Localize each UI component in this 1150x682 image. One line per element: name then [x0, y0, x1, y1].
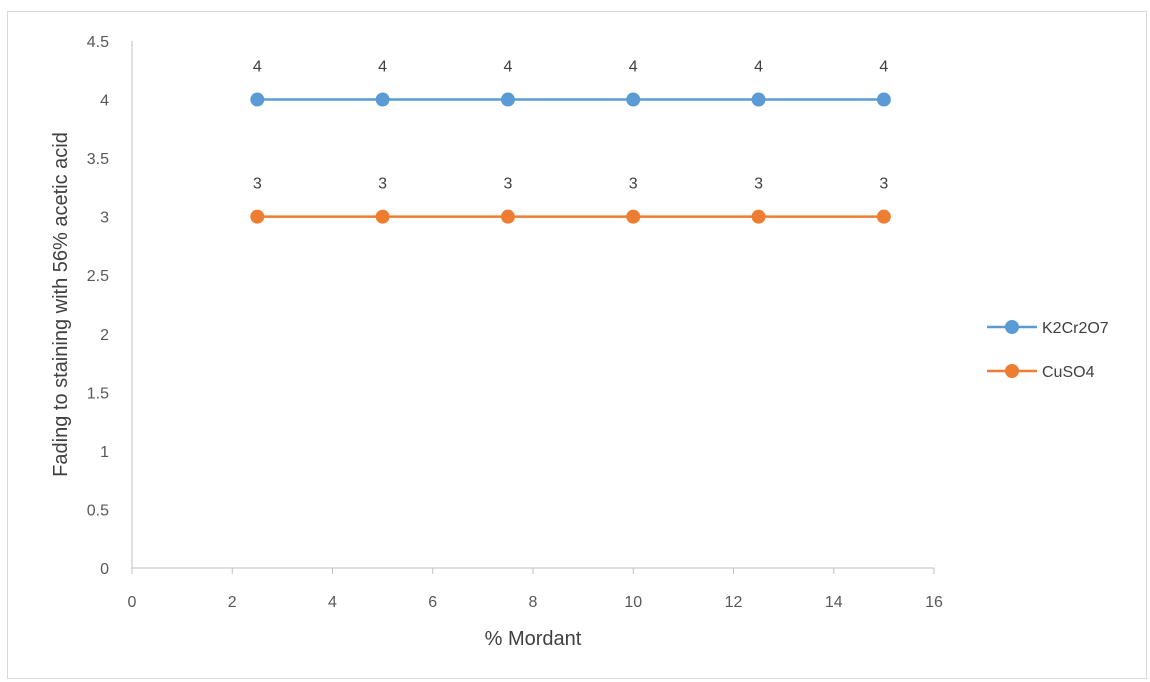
data-point — [751, 92, 766, 107]
data-point — [375, 209, 390, 224]
x-tick-label: 2 — [228, 594, 237, 611]
y-tick-label: 3.5 — [87, 151, 109, 168]
legend-label: CuSO4 — [1042, 364, 1095, 381]
y-tick-label: 4.5 — [87, 34, 109, 51]
x-tick-label: 16 — [925, 594, 943, 611]
y-tick-label: 2 — [100, 327, 109, 344]
legend-swatch-marker — [1005, 364, 1019, 378]
x-tick-label: 0 — [128, 594, 137, 611]
x-axis-ticks: 0 2 4 6 8 10 12 14 16 — [128, 568, 943, 611]
x-axis-title: % Mordant — [485, 628, 582, 650]
data-point — [876, 209, 891, 224]
data-label: 4 — [378, 59, 387, 76]
x-tick-label: 12 — [725, 594, 743, 611]
data-point — [500, 209, 515, 224]
data-point — [626, 92, 641, 107]
data-label: 4 — [629, 59, 638, 76]
series-layer — [250, 92, 891, 224]
y-axis-title: Fading to staining with 56% acetic acid — [50, 132, 72, 477]
data-label: 3 — [629, 176, 638, 193]
y-tick-label: 1.5 — [87, 385, 109, 402]
legend-label: K2Cr2O7 — [1042, 320, 1109, 337]
data-label: 3 — [503, 176, 512, 193]
data-label: 3 — [253, 176, 262, 193]
data-point — [500, 92, 515, 107]
y-tick-label: 3 — [100, 210, 109, 227]
data-point — [375, 92, 390, 107]
x-tick-label: 6 — [428, 594, 437, 611]
data-label: 4 — [503, 59, 512, 76]
data-point — [626, 209, 641, 224]
data-point — [250, 209, 265, 224]
data-label: 4 — [253, 59, 262, 76]
data-label: 3 — [378, 176, 387, 193]
x-tick-label: 10 — [624, 594, 642, 611]
y-tick-label: 1 — [100, 444, 109, 461]
y-axis-ticks: 0 0.5 1 1.5 2 2.5 3 3.5 4 4.5 — [87, 34, 109, 578]
data-point — [250, 92, 265, 107]
y-tick-label: 0.5 — [87, 502, 109, 519]
x-tick-label: 8 — [529, 594, 538, 611]
legend: K2Cr2O7 CuSO4 — [987, 320, 1109, 381]
data-labels: 4 4 4 4 4 4 3 3 3 3 3 3 — [253, 59, 889, 193]
data-label: 3 — [879, 176, 888, 193]
x-tick-label: 14 — [825, 594, 843, 611]
y-tick-label: 2.5 — [87, 268, 109, 285]
data-label: 4 — [754, 59, 763, 76]
y-tick-label: 4 — [100, 93, 109, 110]
legend-swatch-marker — [1005, 320, 1019, 334]
data-point — [876, 92, 891, 107]
data-label: 3 — [754, 176, 763, 193]
data-point — [751, 209, 766, 224]
y-tick-label: 0 — [100, 561, 109, 578]
x-tick-label: 4 — [328, 594, 337, 611]
data-label: 4 — [879, 59, 888, 76]
